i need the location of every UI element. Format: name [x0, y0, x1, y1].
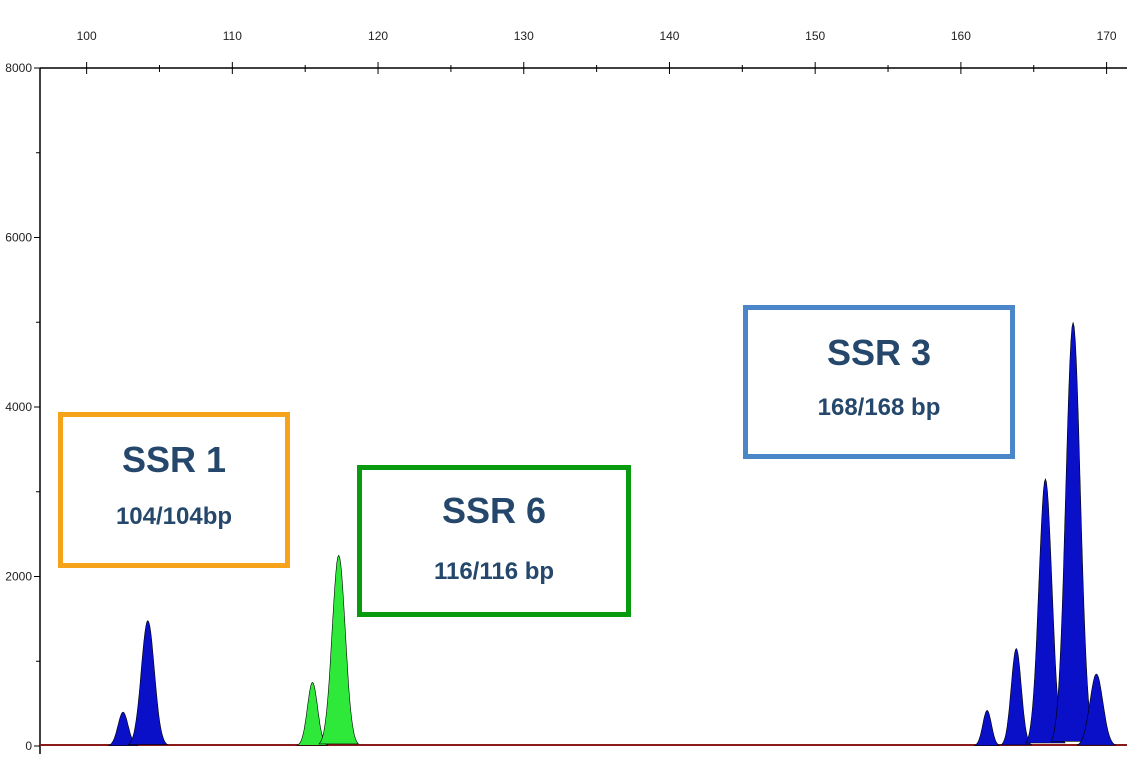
- peak-series0-6: [1076, 673, 1117, 746]
- ssr3-title: SSR 3: [826, 332, 932, 373]
- x-tick-label-150: 150: [805, 29, 825, 43]
- ssr3-size: 168/168 bp: [817, 394, 941, 421]
- x-tick-label-170: 170: [1097, 29, 1117, 43]
- ssr6-title: SSR 6: [441, 490, 547, 531]
- ssr6-annotation-box: SSR 6 116/116 bp: [357, 465, 631, 617]
- y-tick-label-0: 0: [25, 739, 32, 753]
- ssr1-title: SSR 1: [121, 439, 227, 480]
- y-tick-label-6000: 6000: [5, 231, 32, 245]
- peak-series0-5: [1050, 322, 1096, 742]
- ssr6-size: 116/116 bp: [433, 558, 555, 585]
- peak-series1-1: [318, 554, 360, 745]
- x-tick-label-130: 130: [514, 29, 534, 43]
- ssr1-annotation-box: SSR 1 104/104bp: [58, 412, 290, 568]
- peak-series0-3: [1000, 647, 1033, 746]
- ssr3-annotation-box: SSR 3 168/168 bp: [743, 305, 1015, 459]
- x-tick-label-110: 110: [223, 29, 242, 43]
- ssr1-size: 104/104bp: [115, 503, 233, 530]
- peak-series0-1: [127, 620, 169, 745]
- x-tick-label-160: 160: [951, 29, 971, 43]
- y-tick-label-8000: 8000: [5, 61, 32, 75]
- y-tick-label-4000: 4000: [5, 400, 32, 414]
- x-tick-label-120: 120: [368, 29, 388, 43]
- x-tick-label-140: 140: [659, 29, 679, 43]
- y-tick-label-2000: 2000: [5, 570, 32, 584]
- peak-series0-2: [973, 710, 1001, 746]
- x-tick-label-100: 100: [77, 29, 97, 43]
